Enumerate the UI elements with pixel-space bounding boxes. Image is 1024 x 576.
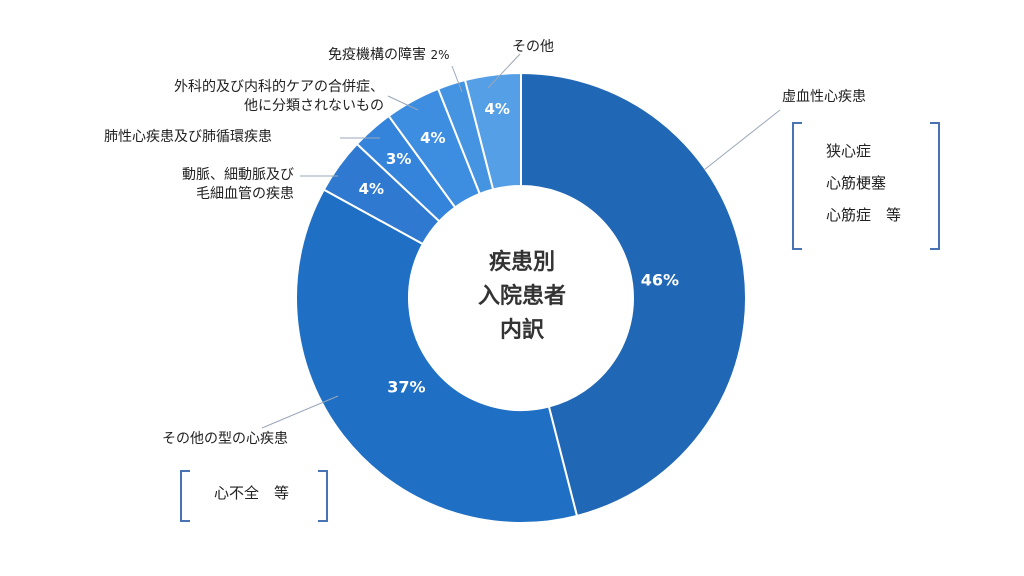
label-artery-line-1: 動脈、細動脈及び bbox=[182, 167, 294, 183]
note-heart-failure: 心不全 等 bbox=[214, 484, 290, 502]
leader-ischemic bbox=[703, 109, 781, 171]
bracket-right-ischemic bbox=[930, 122, 940, 250]
chart-title-line-2: 入院患者 bbox=[477, 284, 566, 309]
pct-label-other: 4% bbox=[484, 100, 510, 119]
note-mi: 心筋梗塞 bbox=[826, 174, 887, 192]
leader-other bbox=[487, 53, 521, 89]
label-other-type: その他の型の心疾患 bbox=[162, 431, 288, 447]
label-pulmonary: 肺性心疾患及び肺循環疾患 bbox=[104, 129, 272, 145]
label-immune-pct: 2% bbox=[430, 48, 450, 62]
label-ischemic: 虚血性心疾患 bbox=[782, 89, 866, 105]
bracket-left-other-type bbox=[180, 470, 190, 522]
slice-other bbox=[463, 71, 522, 191]
chart-title: 疾患別 入院患者 内訳 bbox=[452, 246, 592, 348]
label-immune: 免疫機構の障害 2% bbox=[328, 46, 450, 65]
bracket-left-ischemic bbox=[792, 122, 802, 250]
label-artery-line-2: 毛細血管の疾患 bbox=[196, 186, 294, 202]
label-other: その他 bbox=[512, 39, 554, 55]
label-surgical-line-2: 他に分類されないもの bbox=[244, 98, 384, 114]
chart-title-line-1: 疾患別 bbox=[488, 250, 555, 275]
bracket-right-other-type bbox=[318, 470, 328, 522]
pct-label-surgical: 4% bbox=[420, 128, 446, 147]
chart-title-line-3: 内訳 bbox=[499, 318, 544, 343]
label-surgical: 外科的及び内科的ケアの合併症、 他に分類されないもの bbox=[174, 78, 384, 116]
pct-label-artery: 4% bbox=[358, 180, 385, 199]
pct-label-ischemic: 46% bbox=[640, 270, 680, 290]
slice-other-type bbox=[295, 188, 579, 524]
leader-surgical bbox=[387, 95, 419, 111]
pct-label-pulmonary: 3% bbox=[385, 150, 412, 169]
leader-other-type bbox=[261, 395, 339, 429]
label-artery: 動脈、細動脈及び 毛細血管の疾患 bbox=[182, 166, 294, 204]
slice-ischemic bbox=[520, 71, 747, 518]
leader-immune bbox=[451, 65, 463, 93]
label-surgical-line-1: 外科的及び内科的ケアの合併症、 bbox=[174, 79, 384, 95]
note-cardiomyopathy: 心筋症 等 bbox=[826, 206, 902, 224]
pct-label-other-type: 37% bbox=[387, 377, 426, 397]
label-immune-text: 免疫機構の障害 bbox=[328, 47, 426, 63]
note-angina: 狭心症 bbox=[826, 142, 872, 160]
